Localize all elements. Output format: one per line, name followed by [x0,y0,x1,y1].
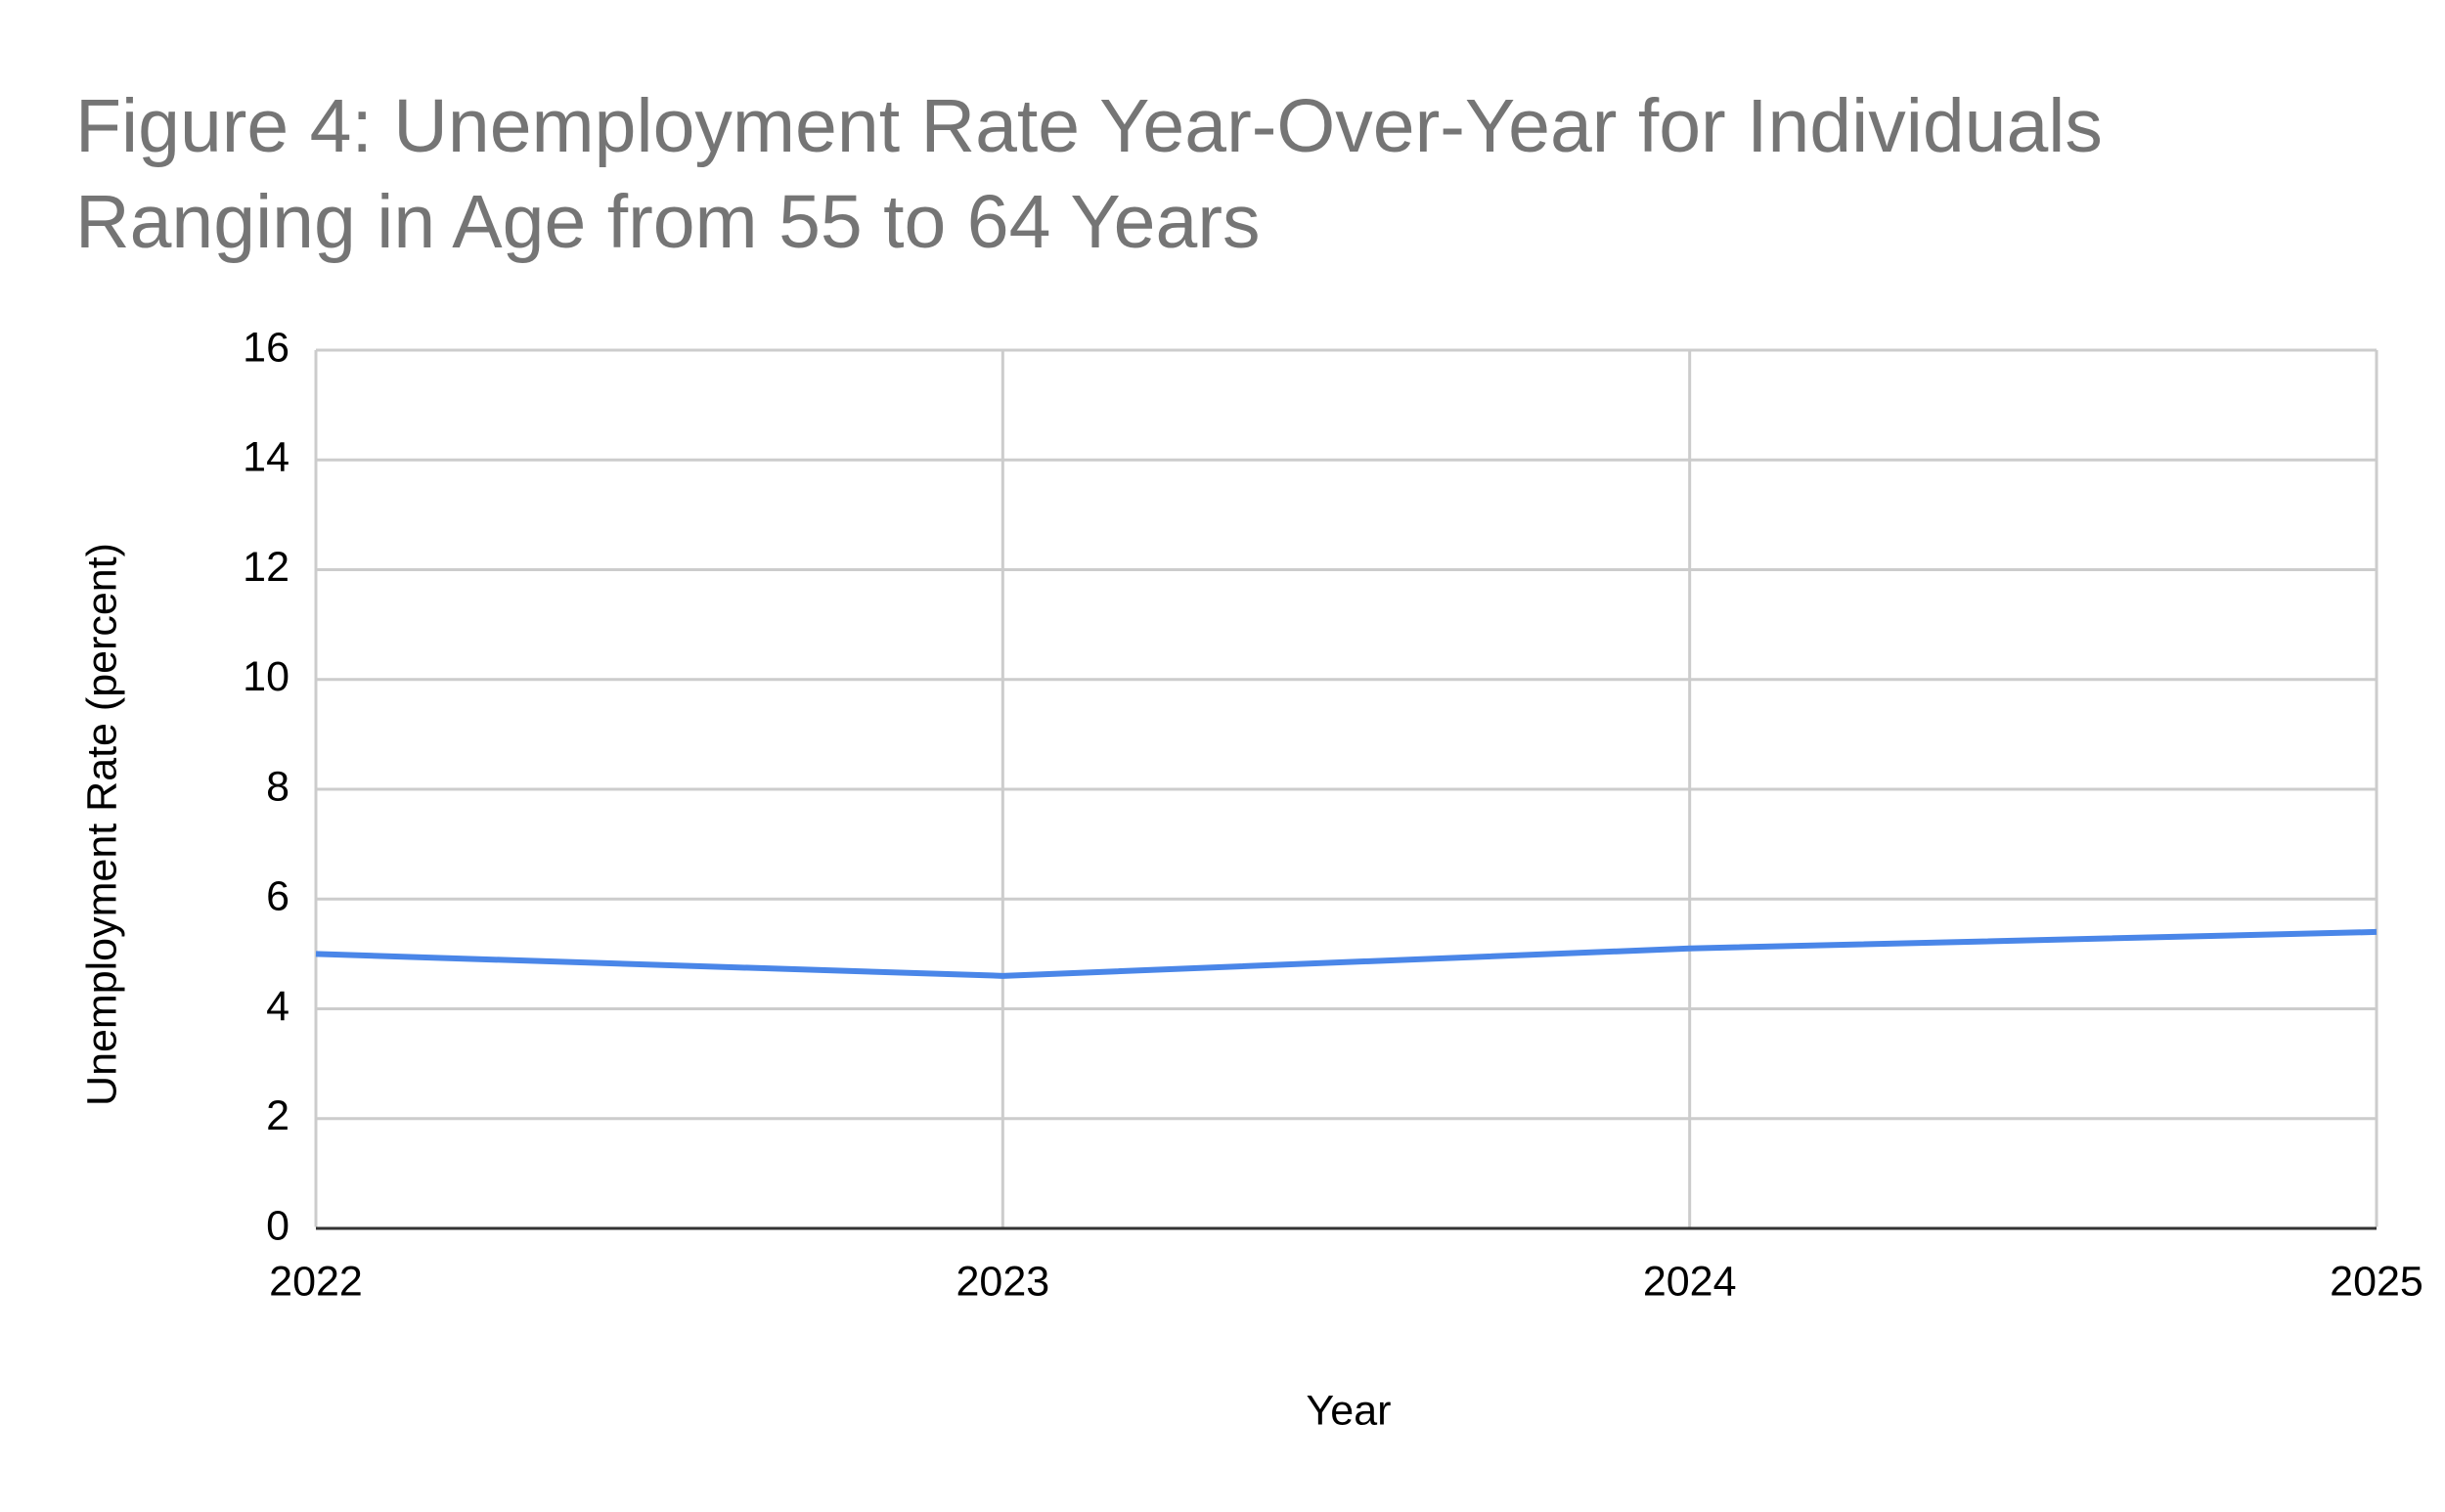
x-tick-label: 2024 [1643,1258,1737,1305]
y-tick-label: 12 [243,544,289,591]
y-tick-label: 10 [243,653,289,700]
x-tick-label: 2025 [2330,1258,2423,1305]
y-tick-label: 16 [243,324,289,371]
x-tick-label: 2022 [269,1258,363,1305]
y-axis-label: Unemployment Rate (percent) [78,543,125,1106]
y-tick-label: 0 [266,1202,289,1249]
x-axis-label: Year [1307,1387,1392,1434]
chart-title: Figure 4: Unemployment Rate Year-Over-Ye… [75,84,2103,264]
y-tick-label: 8 [266,763,289,810]
data-line [315,928,2378,979]
y-tick-label: 4 [266,983,289,1030]
y-tick-label: 6 [266,873,289,920]
y-tick-label: 14 [243,434,289,481]
x-tick-label: 2023 [956,1258,1049,1305]
y-tick-label: 2 [266,1092,289,1139]
